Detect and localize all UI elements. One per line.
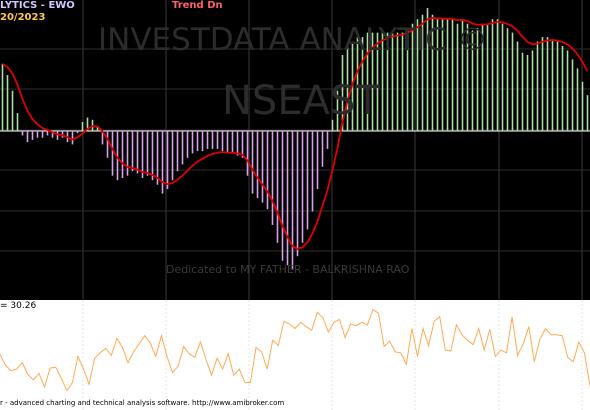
ewo-chart-pane[interactable]: INVESTDATA ANALYTIC © NSEAST Dedicated t… xyxy=(0,0,590,300)
chart-date: 20/2023 xyxy=(0,12,46,23)
indicator-value: = 30.26 xyxy=(0,301,37,311)
indicator-pane[interactable]: = 30.26 r - advanced charting and techni… xyxy=(0,300,590,410)
chart-title: LYTICS - EWO xyxy=(0,0,75,11)
indicator-chart xyxy=(0,300,590,410)
chart-grid xyxy=(0,0,590,300)
indicator-grid xyxy=(82,300,583,410)
watermark-symbol: NSEAST xyxy=(222,78,380,124)
ewo-chart xyxy=(0,0,590,300)
indicator-line xyxy=(0,308,590,392)
watermark-main: INVESTDATA ANALYTIC © xyxy=(98,22,488,58)
signal-line xyxy=(2,17,589,250)
ewo-bars xyxy=(1,8,589,270)
footer-credit: r - advanced charting and technical anal… xyxy=(0,399,285,407)
trend-label: Trend Dn xyxy=(172,0,223,11)
watermark-dedication: Dedicated to MY FATHER - BALKRISHNA RAO xyxy=(166,263,410,276)
